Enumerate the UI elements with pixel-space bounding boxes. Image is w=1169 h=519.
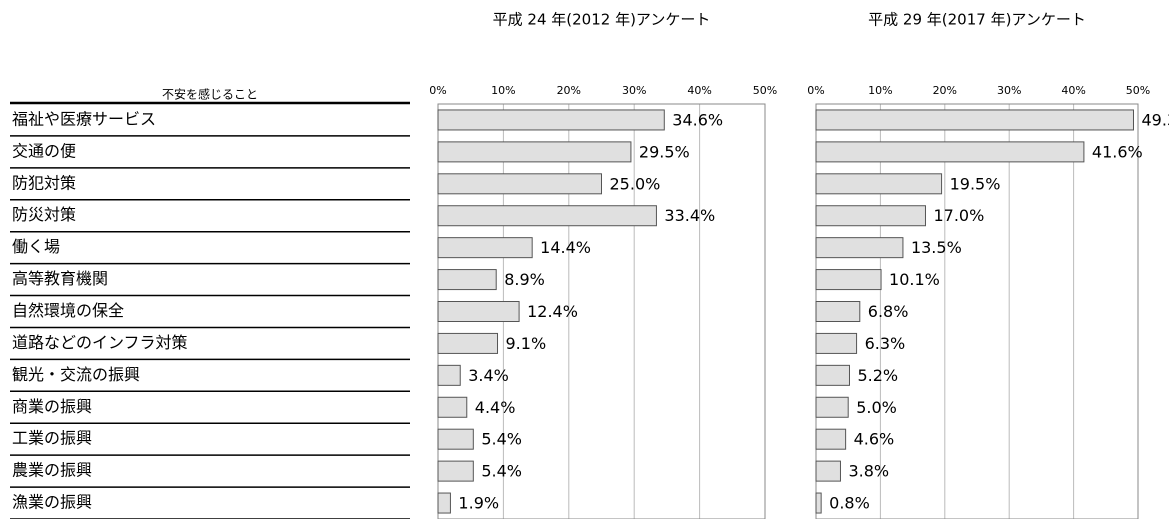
value-label: 4.4%	[475, 398, 516, 417]
value-label: 25.0%	[610, 174, 661, 193]
category-label: 交通の便	[12, 141, 76, 160]
panel-title: 平成 24 年(2012 年)アンケート	[493, 11, 711, 29]
bar	[815, 109, 1134, 131]
bar	[437, 396, 468, 418]
value-label: 19.5%	[950, 174, 1001, 193]
bar	[437, 428, 474, 450]
x-tick-label: 40%	[1061, 84, 1085, 97]
value-label: 5.0%	[856, 398, 897, 417]
category-label: 高等教育機関	[12, 269, 108, 288]
x-tick-label: 10%	[491, 84, 515, 97]
category-label: 商業の振興	[12, 397, 92, 416]
value-label: 49.3%	[1141, 110, 1169, 129]
bar	[815, 205, 926, 227]
bar	[815, 269, 882, 291]
x-tick-label: 40%	[687, 84, 711, 97]
category-label: 農業の振興	[12, 461, 92, 480]
category-label: 自然環境の保全	[12, 301, 124, 320]
bar	[437, 332, 499, 354]
value-label: 34.6%	[672, 110, 723, 129]
bar	[437, 492, 451, 514]
bar	[437, 301, 520, 322]
bar	[437, 205, 657, 227]
value-label: 33.4%	[664, 206, 715, 225]
x-tick-label: 50%	[753, 84, 777, 97]
x-tick-label: 0%	[429, 84, 446, 97]
value-label: 1.9%	[458, 494, 499, 513]
bar	[815, 141, 1085, 163]
value-label: 5.4%	[481, 430, 522, 449]
value-label: 9.1%	[506, 334, 547, 353]
bar	[437, 460, 474, 482]
category-label: 防災対策	[12, 205, 76, 224]
value-label: 29.5%	[639, 142, 690, 161]
bar	[437, 109, 665, 131]
value-label: 5.4%	[481, 462, 522, 481]
value-label: 13.5%	[911, 238, 962, 257]
value-label: 17.0%	[933, 206, 984, 225]
value-label: 6.3%	[865, 334, 906, 353]
bar	[437, 237, 533, 259]
value-label: 10.1%	[889, 270, 940, 289]
value-label: 4.6%	[854, 430, 895, 449]
category-label: 福祉や医療サービス	[12, 109, 156, 128]
value-label: 5.2%	[857, 366, 898, 385]
bar	[815, 237, 904, 259]
x-tick-label: 10%	[868, 84, 892, 97]
category-label: 道路などのインフラ対策	[12, 333, 188, 352]
bar	[815, 173, 943, 195]
bar	[437, 173, 602, 195]
category-label: 工業の振興	[12, 429, 92, 448]
value-label: 3.4%	[468, 366, 509, 385]
bar	[815, 332, 858, 354]
value-label: 8.9%	[504, 270, 545, 289]
bar	[815, 460, 841, 482]
bar	[815, 364, 850, 386]
bar	[437, 269, 497, 291]
bar	[815, 301, 861, 322]
bar	[437, 141, 632, 163]
bar	[815, 492, 822, 514]
x-tick-label: 30%	[622, 84, 646, 97]
value-label: 14.4%	[540, 238, 591, 257]
bar	[815, 396, 849, 418]
x-tick-label: 20%	[933, 84, 957, 97]
bar	[815, 428, 847, 450]
plot-frame	[815, 103, 1139, 519]
value-label: 41.6%	[1092, 142, 1143, 161]
value-label: 3.8%	[848, 462, 889, 481]
x-tick-label: 0%	[807, 84, 824, 97]
category-label: 働く場	[12, 237, 60, 256]
x-tick-label: 50%	[1126, 84, 1150, 97]
x-tick-label: 20%	[557, 84, 581, 97]
value-label: 6.8%	[868, 302, 909, 321]
value-label: 0.8%	[829, 494, 870, 513]
bar	[437, 364, 461, 386]
column-header: 不安を感じること	[162, 87, 258, 102]
panel-title: 平成 29 年(2017 年)アンケート	[868, 11, 1086, 29]
value-label: 12.4%	[527, 302, 578, 321]
x-tick-label: 30%	[997, 84, 1021, 97]
category-label: 防犯対策	[12, 173, 76, 192]
category-label: 観光・交流の振興	[12, 365, 140, 384]
category-label: 漁業の振興	[12, 493, 92, 512]
